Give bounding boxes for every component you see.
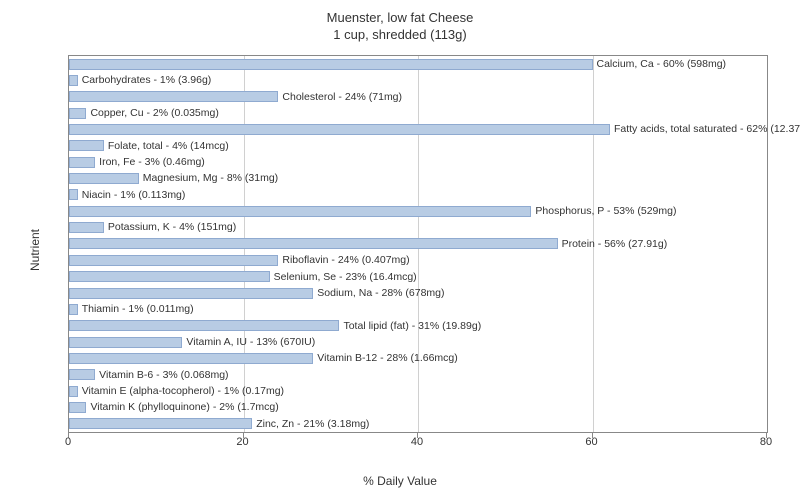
bar-label: Vitamin A, IU - 13% (670IU) <box>186 334 315 350</box>
bar-label: Fatty acids, total saturated - 62% (12.3… <box>614 121 800 137</box>
bar-label: Calcium, Ca - 60% (598mg) <box>597 56 727 72</box>
xtick-label: 20 <box>236 436 248 448</box>
bar <box>69 108 86 119</box>
y-axis-label: Nutrient <box>28 229 42 271</box>
bar-label: Niacin - 1% (0.113mg) <box>82 187 186 203</box>
bar <box>69 402 86 413</box>
bar <box>69 189 78 200</box>
bar <box>69 418 252 429</box>
bar-label: Magnesium, Mg - 8% (31mg) <box>143 170 278 186</box>
bar <box>69 59 593 70</box>
bar-label: Vitamin B-6 - 3% (0.068mg) <box>99 367 228 383</box>
bar <box>69 140 104 151</box>
bar-label: Cholesterol - 24% (71mg) <box>282 89 402 105</box>
bar-label: Thiamin - 1% (0.011mg) <box>82 301 194 317</box>
bar-label: Phosphorus, P - 53% (529mg) <box>535 203 676 219</box>
bar-label: Total lipid (fat) - 31% (19.89g) <box>343 318 481 334</box>
xtick-label: 40 <box>411 436 423 448</box>
bar-label: Copper, Cu - 2% (0.035mg) <box>90 105 218 121</box>
bar-label: Sodium, Na - 28% (678mg) <box>317 285 444 301</box>
bar-label: Protein - 56% (27.91g) <box>562 236 668 252</box>
bar <box>69 337 182 348</box>
bar-label: Vitamin K (phylloquinone) - 2% (1.7mcg) <box>90 399 278 415</box>
bar <box>69 271 270 282</box>
bar <box>69 124 610 135</box>
bar <box>69 222 104 233</box>
bar-label: Riboflavin - 24% (0.407mg) <box>282 252 409 268</box>
bar <box>69 238 558 249</box>
bar-label: Potassium, K - 4% (151mg) <box>108 219 236 235</box>
bar-label: Iron, Fe - 3% (0.46mg) <box>99 154 205 170</box>
plot-area: Calcium, Ca - 60% (598mg) Carbohydrates -… <box>68 55 768 433</box>
xtick-label: 0 <box>65 436 71 448</box>
xtick-label: 80 <box>760 436 772 448</box>
bar <box>69 320 339 331</box>
xtick-label: 60 <box>585 436 597 448</box>
bar <box>69 75 78 86</box>
chart-title: Muenster, low fat Cheese 1 cup, shredded… <box>0 0 800 44</box>
bar <box>69 173 139 184</box>
bar <box>69 157 95 168</box>
title-line-1: Muenster, low fat Cheese <box>327 10 474 25</box>
bar-label: Carbohydrates - 1% (3.96g) <box>82 72 212 88</box>
bar <box>69 369 95 380</box>
bar <box>69 255 278 266</box>
bar <box>69 353 313 364</box>
bar-label: Selenium, Se - 23% (16.4mcg) <box>274 269 417 285</box>
bar <box>69 206 531 217</box>
bar <box>69 386 78 397</box>
x-axis-label: % Daily Value <box>0 474 800 488</box>
bar-label: Vitamin B-12 - 28% (1.66mcg) <box>317 350 457 366</box>
bar <box>69 91 278 102</box>
bar <box>69 288 313 299</box>
bar-label: Vitamin E (alpha-tocopherol) - 1% (0.17m… <box>82 383 284 399</box>
bar-label: Zinc, Zn - 21% (3.18mg) <box>256 416 369 432</box>
title-line-2: 1 cup, shredded (113g) <box>333 27 466 42</box>
nutrition-chart: Muenster, low fat Cheese 1 cup, shredded… <box>0 0 800 500</box>
bar <box>69 304 78 315</box>
bar-label: Folate, total - 4% (14mcg) <box>108 138 229 154</box>
